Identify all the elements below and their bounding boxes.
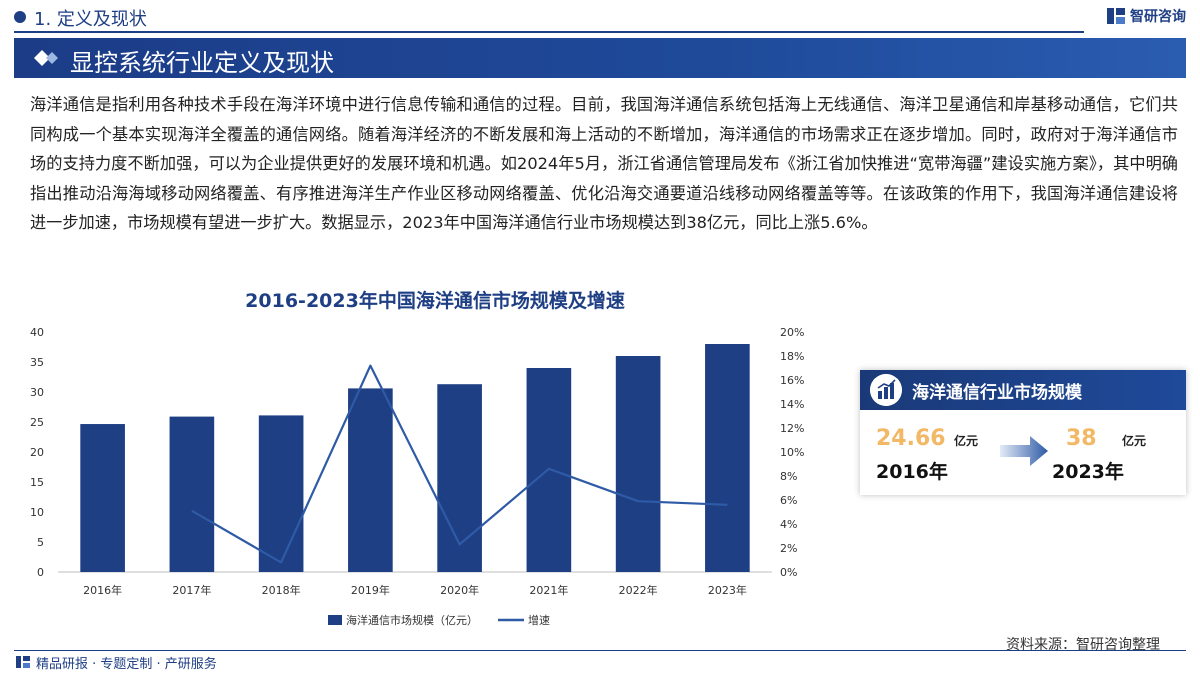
x-tick-label: 2019年: [351, 583, 390, 597]
y-left-tick-label: 0: [37, 566, 44, 579]
legend-bar-label: 海洋通信市场规模（亿元）: [346, 613, 478, 627]
y-right-tick-label: 10%: [780, 446, 804, 459]
intro-paragraph: 海洋通信是指利用各种技术手段在海洋环境中进行信息传输和通信的过程。目前，我国海洋…: [30, 95, 1178, 232]
kpi-unit-2016: 亿元: [954, 434, 979, 448]
kpi-unit-2023: 亿元: [1122, 434, 1147, 448]
top-bar: 1. 定义及现状 智研咨询: [0, 0, 1200, 34]
y-left-tick-label: 35: [30, 356, 44, 369]
y-right-tick-label: 4%: [780, 518, 797, 531]
y-right-tick-label: 12%: [780, 422, 804, 435]
growth-rate-line: [191, 364, 728, 564]
kpi-value-2023: 38: [1066, 426, 1097, 451]
bar-chart-icon: [870, 374, 902, 406]
legend-bar-swatch: [328, 615, 342, 625]
x-tick-label: 2018年: [262, 583, 301, 597]
section-bullet-icon: [14, 11, 26, 23]
page-title: 显控系统行业定义及现状: [70, 49, 334, 77]
y-left-tick-label: 20: [30, 446, 44, 459]
x-tick-label: 2022年: [619, 583, 658, 597]
x-tick-label: 2021年: [529, 583, 568, 597]
y-right-tick-label: 14%: [780, 398, 804, 411]
x-tick-label: 2020年: [440, 583, 479, 597]
brand-logo-icon: [1107, 8, 1125, 24]
kpi-value-2016: 24.66: [876, 426, 946, 451]
kpi-year-2016: 2016年: [876, 461, 948, 483]
brand-logo-text: 智研咨询: [1130, 9, 1186, 25]
x-tick-label: 2023年: [708, 583, 747, 597]
kpi-card: 海洋通信行业市场规模 24.66 亿元 2016年 38 亿元 2023年: [860, 370, 1186, 495]
y-left-tick-label: 10: [30, 506, 44, 519]
diamond-icon: [34, 50, 58, 66]
y-right-tick-label: 16%: [780, 374, 804, 387]
footer-divider: [14, 650, 1186, 651]
footer-slogan: 精品研报 · 专题定制 · 产研服务: [36, 657, 217, 672]
market-size-chart: 0 5 10 15 20 25 30 35 40 0% 2% 4% 6% 8% 10% 12% 14% 16% 18…: [30, 326, 804, 627]
chart-bar: [258, 415, 304, 572]
brand-small-icon: [16, 656, 30, 668]
chart-bar: [169, 416, 215, 572]
y-right-tick-label: 0%: [780, 566, 797, 579]
chart-bar: [80, 424, 125, 572]
source-note: 资料来源：智研咨询整理: [1006, 637, 1160, 653]
legend-line-label: 增速: [528, 613, 550, 627]
arrow-right-icon: [1000, 436, 1048, 466]
x-tick-label: 2016年: [83, 583, 122, 597]
x-tick-label: 2017年: [172, 583, 211, 597]
brand-logo: 智研咨询: [1106, 6, 1186, 26]
chart-bar: [348, 388, 393, 572]
section-label: 1. 定义及现状: [34, 9, 147, 30]
y-right-tick-label: 18%: [780, 350, 804, 363]
y-left-tick-label: 30: [30, 386, 44, 399]
y-left-tick-label: 15: [30, 476, 44, 489]
y-right-tick-label: 8%: [780, 470, 797, 483]
chart-bar: [615, 356, 661, 572]
y-right-tick-label: 2%: [780, 542, 797, 555]
kpi-title: 海洋通信行业市场规模: [912, 383, 1082, 403]
kpi-header: 海洋通信行业市场规模: [860, 370, 1186, 410]
chart-bar: [437, 384, 482, 572]
y-right-tick-label: 6%: [780, 494, 797, 507]
top-divider: [14, 31, 1084, 33]
chart-title: 2016-2023年中国海洋通信市场规模及增速: [245, 290, 625, 312]
kpi-year-2023: 2023年: [1052, 461, 1124, 483]
y-right-tick-label: 20%: [780, 326, 804, 339]
chart-bar: [705, 344, 750, 572]
y-left-tick-label: 25: [30, 416, 44, 429]
y-left-tick-label: 40: [30, 326, 44, 339]
y-left-tick-label: 5: [37, 536, 44, 549]
footer: 精品研报 · 专题定制 · 产研服务: [0, 648, 1200, 675]
title-banner: 显控系统行业定义及现状: [14, 38, 1186, 78]
